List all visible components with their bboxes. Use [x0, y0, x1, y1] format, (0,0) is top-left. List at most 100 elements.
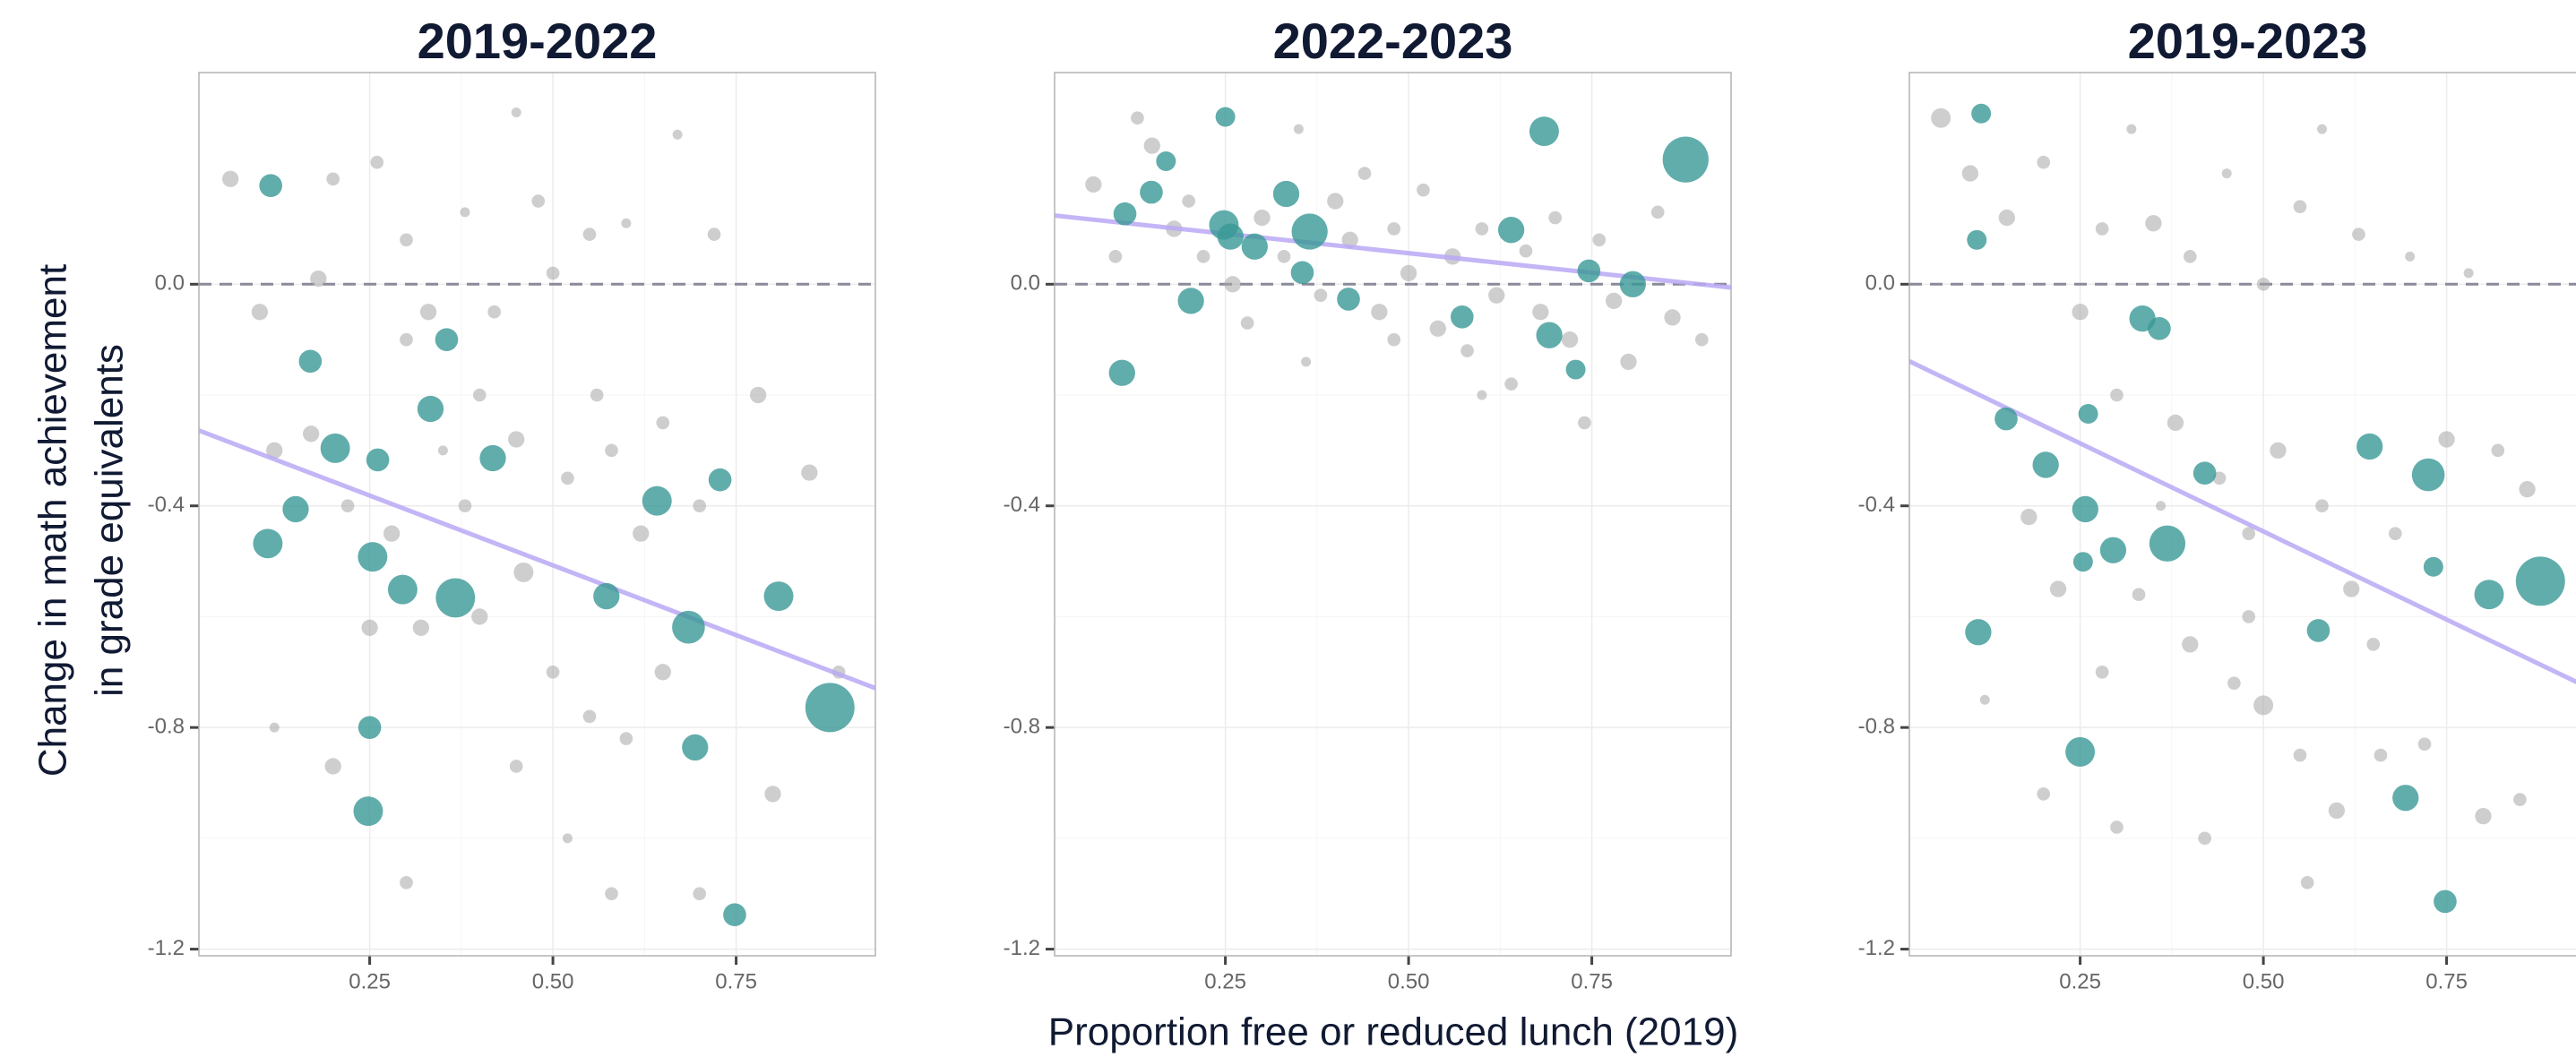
y-tick-label: 0.0 — [155, 271, 185, 296]
point — [1694, 332, 1709, 347]
point — [1156, 150, 1176, 171]
point — [582, 228, 597, 241]
point — [1371, 304, 1388, 321]
point — [2423, 556, 2443, 577]
point — [2417, 737, 2432, 752]
panel-frame — [1908, 72, 2576, 957]
point — [1224, 276, 1241, 293]
point — [1277, 250, 1291, 263]
point — [2110, 388, 2124, 402]
point — [2315, 499, 2329, 513]
point — [1215, 107, 1236, 127]
point — [2032, 451, 2059, 478]
point — [1314, 288, 1328, 302]
point — [1979, 694, 1990, 705]
point — [1291, 213, 1328, 250]
point — [353, 796, 383, 827]
point — [1108, 359, 1135, 386]
point — [2356, 433, 2383, 460]
y-tick-label: -0.8 — [1004, 714, 1040, 738]
point — [253, 528, 283, 559]
point — [2513, 793, 2527, 806]
point — [1605, 292, 1623, 310]
point — [2193, 461, 2217, 486]
point — [259, 174, 282, 197]
point — [2405, 251, 2416, 262]
point — [2149, 525, 2186, 562]
point — [2242, 610, 2256, 623]
panel-title: 2019-2023 — [2128, 13, 2368, 69]
point — [310, 270, 327, 288]
point — [1085, 176, 1102, 193]
point — [1967, 229, 1987, 250]
point — [508, 431, 525, 448]
point — [633, 525, 650, 542]
point — [582, 709, 597, 724]
point — [561, 471, 574, 486]
point — [2270, 442, 2287, 460]
y-tick-label: -0.4 — [148, 493, 185, 517]
point — [366, 448, 390, 472]
point — [2145, 215, 2162, 232]
point — [419, 304, 437, 321]
point — [2072, 495, 2098, 523]
point — [400, 332, 413, 347]
x-tick-label: 0.50 — [532, 969, 574, 993]
point — [1217, 223, 1244, 250]
point — [479, 444, 506, 472]
point — [2256, 277, 2270, 291]
y-tick-label: -0.4 — [1004, 493, 1040, 517]
point — [2389, 527, 2402, 540]
x-tick-label: 0.75 — [715, 969, 757, 993]
point — [1254, 209, 1271, 227]
point — [222, 170, 239, 187]
point — [1341, 231, 1358, 248]
point — [2519, 481, 2536, 498]
point — [2474, 580, 2504, 610]
point — [2072, 304, 2089, 321]
trend-line — [1909, 359, 2576, 684]
point — [400, 876, 413, 889]
point — [2110, 821, 2124, 834]
point — [303, 425, 320, 443]
point — [437, 445, 448, 456]
point — [1965, 619, 1992, 646]
point — [2306, 619, 2330, 642]
point — [2411, 458, 2445, 492]
plot-area — [1055, 107, 1731, 430]
point — [1592, 233, 1607, 247]
point — [1620, 353, 1637, 371]
point — [471, 608, 488, 625]
point — [1548, 211, 1563, 225]
point — [763, 581, 794, 612]
y-tick-label: -1.2 — [148, 936, 185, 960]
point — [1400, 264, 1417, 282]
point — [2198, 831, 2211, 846]
point — [2078, 404, 2098, 425]
point — [412, 619, 429, 636]
panel: 2019-2022 -1.2 -0.8 -0.4 0.0 0.25 0.50 0.75 — [148, 13, 876, 993]
point — [546, 665, 560, 679]
point — [1113, 202, 1137, 226]
y-tick-label: -1.2 — [1004, 936, 1040, 960]
point — [2037, 155, 2051, 169]
point — [654, 664, 671, 681]
point — [340, 499, 355, 513]
point — [511, 107, 521, 118]
point — [2049, 580, 2067, 597]
point — [1429, 320, 1446, 337]
point — [2515, 556, 2565, 606]
plot-area — [1909, 103, 2576, 914]
x-tick-label: 0.75 — [1571, 969, 1613, 993]
point — [2212, 471, 2227, 486]
x-tick-label: 0.50 — [1388, 969, 1430, 993]
y-tick-label: -0.4 — [1858, 493, 1895, 517]
point — [2293, 748, 2307, 762]
point — [326, 172, 340, 186]
point — [1460, 344, 1474, 357]
panel-title: 2022-2023 — [1273, 13, 1513, 69]
point — [2392, 785, 2419, 812]
point — [435, 578, 476, 618]
x-tick-label: 0.25 — [349, 969, 391, 993]
